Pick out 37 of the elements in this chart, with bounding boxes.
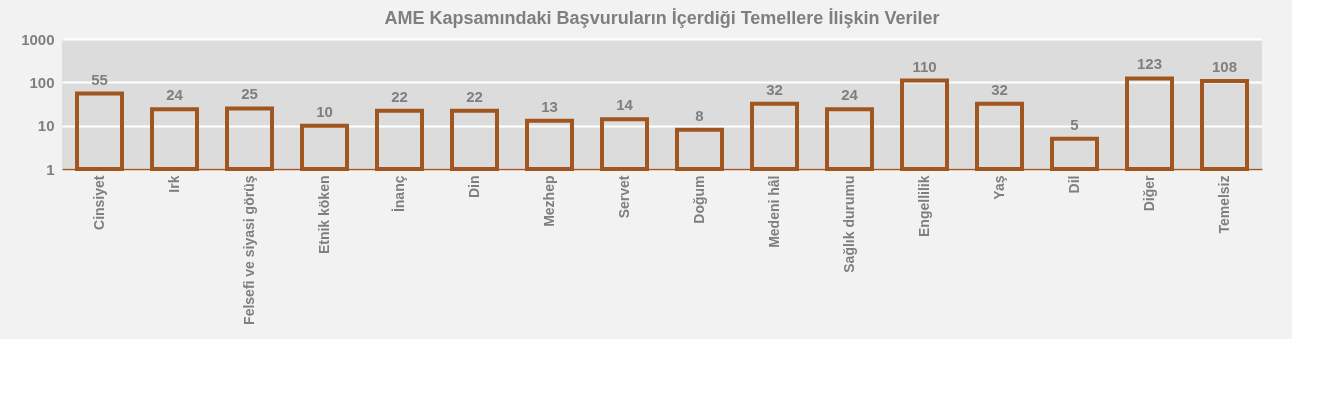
data-label: 22 — [466, 87, 483, 105]
x-tick-label: Felsefi ve siyasi görüş — [240, 175, 257, 325]
data-label: 25 — [241, 85, 258, 103]
x-tick-label: Irk — [165, 175, 182, 193]
x-tick-label: Servet — [615, 175, 632, 219]
data-label: 108 — [1211, 57, 1238, 75]
x-tick-label: Temelsiz — [1215, 175, 1232, 234]
x-tick-label: Sağlık durumu — [840, 175, 857, 273]
x-tick-label: İnanç — [390, 175, 407, 213]
data-label: 13 — [541, 97, 558, 115]
data-label: 55 — [91, 70, 108, 88]
y-tick-label: 1000 — [21, 30, 55, 48]
data-label: 32 — [766, 80, 783, 98]
data-label: 24 — [166, 86, 184, 104]
x-tick-label: Din — [465, 175, 482, 199]
x-tick-label: Dil — [1065, 175, 1082, 194]
x-tick-label: Doğum — [690, 175, 707, 224]
data-label: 22 — [391, 87, 408, 105]
data-label: 8 — [695, 106, 704, 124]
x-tick-label: Mezhep — [540, 175, 557, 227]
x-tick-label: Engellilik — [915, 175, 932, 237]
y-tick-label: 10 — [37, 117, 55, 135]
x-tick-label: Medeni hâl — [765, 175, 782, 248]
chart-title: AME Kapsamındaki Başvuruların İçerdiği Temellere İlişkin Veriler — [384, 8, 940, 28]
data-label: 14 — [616, 96, 634, 114]
y-tick-label: 100 — [29, 73, 55, 91]
y-tick-label: 1 — [46, 160, 55, 178]
x-tick-label: Cinsiyet — [90, 175, 107, 230]
data-label: 110 — [912, 57, 937, 75]
x-tick-label: Etnik köken — [315, 175, 332, 255]
data-label: 5 — [1070, 115, 1079, 133]
x-tick-label: Diğer — [1140, 174, 1157, 212]
x-tick-label: Yaş — [990, 175, 1007, 200]
data-label: 123 — [1136, 55, 1163, 73]
data-label: 24 — [841, 86, 859, 104]
data-label: 32 — [991, 80, 1008, 98]
data-label: 10 — [316, 102, 333, 120]
